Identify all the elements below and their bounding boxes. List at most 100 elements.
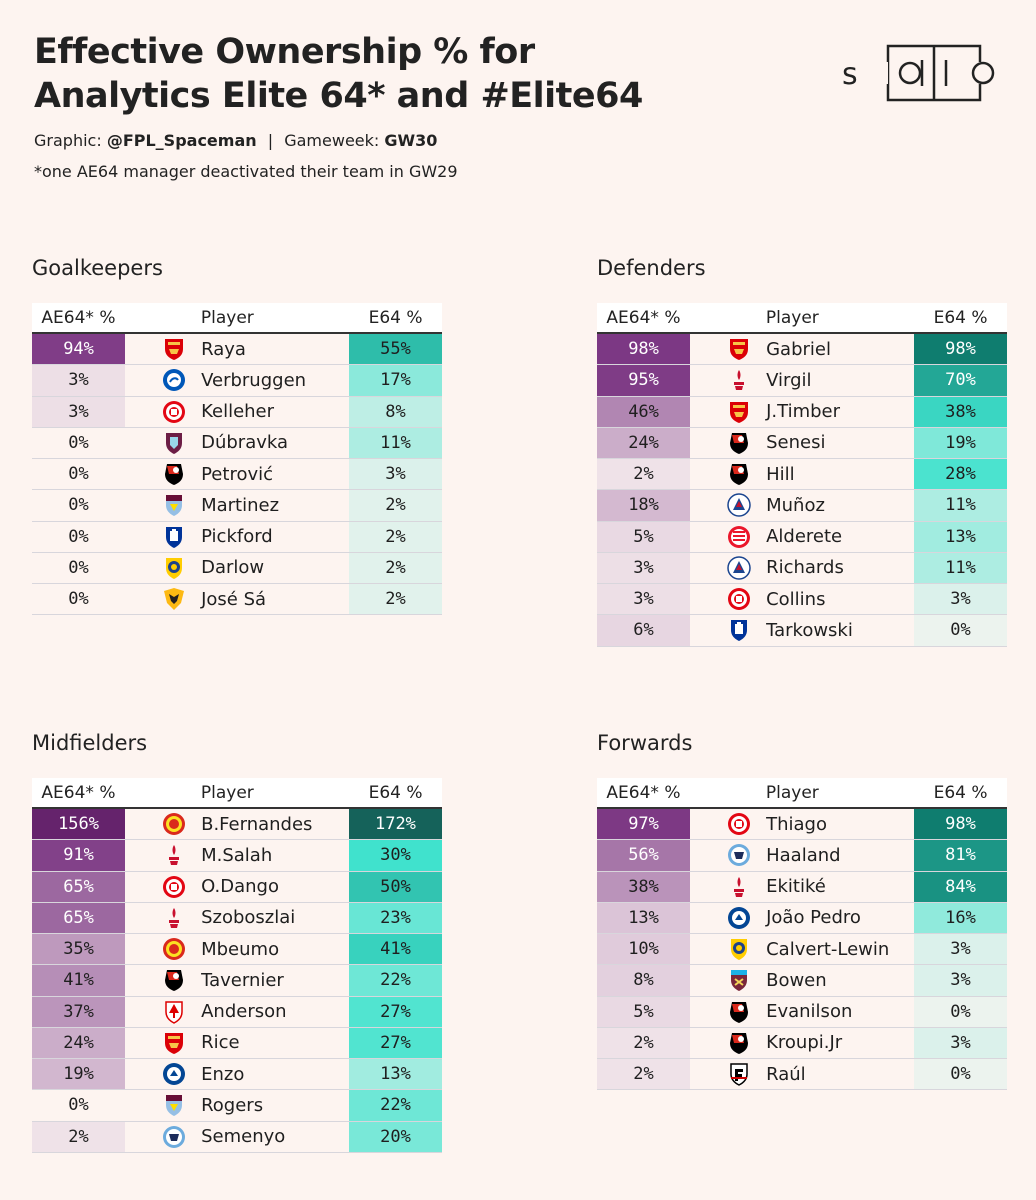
player-cell: Bowen — [690, 965, 914, 995]
player-cell: Richards — [690, 553, 914, 583]
club-crest-icon — [160, 998, 188, 1026]
player-name: Petrović — [201, 463, 274, 485]
fulham-crest-icon — [730, 1063, 748, 1086]
club-crest-icon — [160, 1029, 188, 1057]
player-name: B.Fernandes — [201, 813, 313, 835]
player-name: Rogers — [201, 1094, 264, 1116]
club-crest-icon — [160, 935, 188, 963]
player-cell: Mbeumo — [125, 934, 349, 964]
table-row: 3% Richards 11% — [597, 552, 1007, 584]
player-name: Muñoz — [766, 494, 825, 516]
player-name: Tarkowski — [766, 619, 853, 641]
section-title-goalkeepers: Goalkeepers — [32, 256, 163, 280]
e64-value: 0% — [913, 1059, 1007, 1090]
club-crest-icon — [725, 491, 753, 519]
club-crest-icon — [160, 554, 188, 582]
arsenal-crest-icon — [730, 339, 749, 361]
club-crest-icon — [160, 873, 188, 901]
header-ae64: AE64* % — [41, 307, 116, 328]
club-crest-icon — [725, 554, 753, 582]
ae64-value: 94% — [32, 334, 126, 365]
table-header: AE64* % Player E64 % — [597, 303, 1007, 334]
chelsea-crest-icon — [728, 906, 751, 929]
e64-value: 20% — [348, 1121, 442, 1152]
forest-crest-icon — [165, 1000, 183, 1024]
e64-value: 3% — [913, 1027, 1007, 1058]
e64-value: 2% — [348, 584, 442, 615]
e64-value: 70% — [913, 365, 1007, 396]
table-row: 6% Tarkowski 0% — [597, 615, 1007, 647]
arsenal-crest-icon — [165, 1032, 184, 1054]
club-crest-icon — [725, 904, 753, 932]
club-crest-icon — [725, 366, 753, 394]
table-row: 18% Muñoz 11% — [597, 490, 1007, 522]
table-row: 3% Collins 3% — [597, 584, 1007, 616]
logo-letter-s: s — [842, 57, 858, 92]
table-row: 0% Pickford 2% — [32, 521, 442, 553]
e64-value: 8% — [348, 396, 442, 427]
ae64-value: 37% — [32, 996, 126, 1027]
title-line-1: Effective Ownership % for — [34, 32, 535, 72]
bournemouth-crest-icon — [730, 1001, 749, 1023]
header-player: Player — [200, 782, 254, 803]
e64-value: 3% — [348, 459, 442, 490]
e64-value: 2% — [348, 490, 442, 521]
player-cell: Semenyo — [125, 1122, 349, 1152]
ae64-value: 10% — [597, 934, 691, 965]
table-row: 38% Ekitiké 84% — [597, 871, 1007, 903]
header-e64: E64 % — [368, 307, 423, 328]
table-row: 56% Haaland 81% — [597, 840, 1007, 872]
table-row: 91% M.Salah 30% — [32, 840, 442, 872]
e64-value: 55% — [348, 334, 442, 365]
player-name: Martinez — [201, 494, 280, 516]
player-cell: Gabriel — [690, 334, 914, 364]
liverpool-crest-icon — [169, 845, 180, 866]
player-cell: Anderson — [125, 997, 349, 1027]
table-row: 98% Gabriel 98% — [597, 334, 1007, 366]
player-name: Mbeumo — [201, 938, 280, 960]
e64-value: 11% — [913, 552, 1007, 583]
ae64-value: 0% — [68, 464, 89, 485]
arsenal-crest-icon — [730, 401, 749, 423]
e64-value: 81% — [913, 840, 1007, 871]
player-name: J.Timber — [766, 401, 841, 423]
club-crest-icon — [160, 1091, 188, 1119]
player-cell: Petrović — [125, 459, 349, 489]
subtitle: Graphic: @FPL_Spaceman | Gameweek: GW30 — [34, 131, 437, 150]
table-row: 5% Evanilson 0% — [597, 996, 1007, 1028]
table-row: 35% Mbeumo 41% — [32, 934, 442, 966]
footnote: *one AE64 manager deactivated their team… — [34, 162, 458, 181]
burnley-crest-icon — [166, 432, 183, 454]
defenders-section: Defenders AE64* % Player E64 % 98% Gabriel 98… — [597, 253, 1007, 647]
sunderland-crest-icon — [728, 525, 751, 548]
forwards-section: Forwards AE64* % Player E64 % 97% Thiago 98% 5… — [597, 728, 1007, 1091]
table-row: 5% Alderete 13% — [597, 521, 1007, 553]
player-cell: Rice — [125, 1028, 349, 1058]
table-row: 2% Kroupi.Jr 3% — [597, 1027, 1007, 1059]
liverpool-crest-icon — [169, 907, 180, 928]
player-cell: Raúl — [690, 1059, 914, 1089]
ae64-value: 6% — [597, 615, 691, 646]
graphic-author: @FPL_Spaceman — [106, 131, 257, 150]
table-row: 0% Petrović 3% — [32, 459, 442, 491]
player-name: Anderson — [201, 1001, 287, 1023]
e64-value: 13% — [913, 521, 1007, 552]
e64-value: 27% — [348, 996, 442, 1027]
everton-crest-icon — [731, 620, 748, 642]
club-crest-icon — [725, 398, 753, 426]
leeds-crest-icon — [166, 557, 183, 579]
bournemouth-crest-icon — [730, 1032, 749, 1054]
club-crest-icon — [725, 966, 753, 994]
table-row: 19% Enzo 13% — [32, 1059, 442, 1091]
player-name: Richards — [766, 557, 844, 579]
club-crest-icon — [725, 429, 753, 457]
player-cell: B.Fernandes — [125, 809, 349, 839]
leeds-crest-icon — [731, 939, 748, 961]
liverpool-crest-icon — [734, 876, 745, 897]
table-row: 24% Senesi 19% — [597, 427, 1007, 459]
e64-value: 0% — [913, 615, 1007, 646]
header-ae64: AE64* % — [606, 307, 681, 328]
mancity-crest-icon — [163, 1125, 186, 1148]
header-player: Player — [200, 307, 254, 328]
player-cell: Evanilson — [690, 997, 914, 1027]
